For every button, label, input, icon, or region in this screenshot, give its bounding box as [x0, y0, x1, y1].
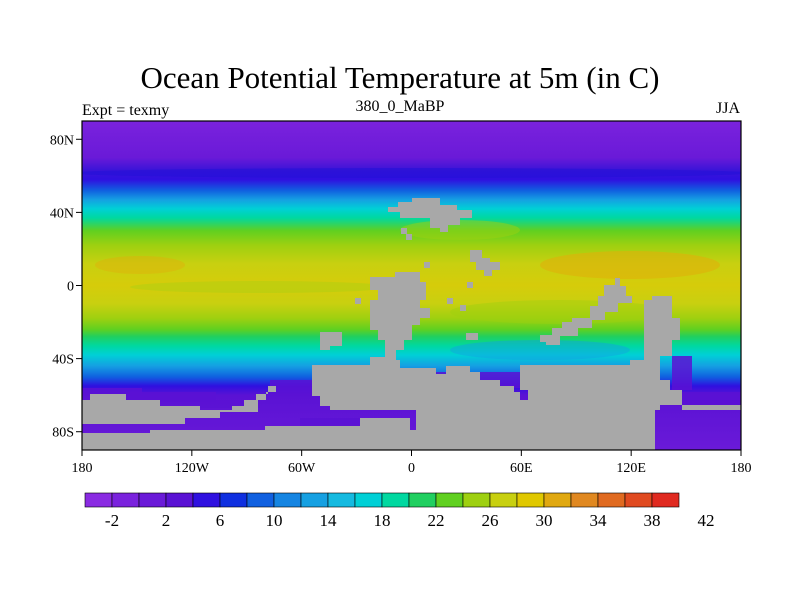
map-axes: 80N 40N 0 40S 80S 180 120W 60W 0 60E 120E 180 — [50, 133, 752, 476]
lon-tick-label: 180 — [731, 461, 752, 476]
colorbar-label-4: 14 — [320, 511, 338, 530]
dark-north-band — [82, 168, 741, 178]
colorbar-label-7: 26 — [482, 511, 499, 530]
colorbar-box-1 — [111, 492, 140, 508]
cold-fringe-6 — [300, 418, 410, 428]
cold-fringe-2 — [200, 400, 260, 408]
lon-tick-label: 60W — [288, 461, 316, 476]
lon-tick-label: 0 — [408, 461, 415, 476]
colorbar-label-9: 34 — [590, 511, 608, 530]
lon-tick-label: 120E — [616, 461, 646, 476]
colorbar-box-13 — [435, 492, 464, 508]
colorbar-label-5: 18 — [374, 511, 391, 530]
land-small-island-i — [320, 332, 342, 350]
colorbar: -2 2 6 10 14 18 22 26 30 34 38 42 — [84, 492, 715, 530]
cold-fringe-0 — [82, 388, 142, 396]
cold-fringe-3 — [270, 380, 320, 396]
land-small-island-c — [424, 262, 430, 268]
colorbar-box-4 — [192, 492, 221, 508]
blue-southern-patch — [450, 340, 630, 360]
colorbar-box-15 — [489, 492, 518, 508]
colorbar-box-8 — [300, 492, 329, 508]
land-southern-strip — [82, 386, 276, 424]
colorbar-label-1: 2 — [162, 511, 171, 530]
land-east-south-block — [682, 405, 741, 410]
colorbar-box-9 — [327, 492, 356, 508]
lon-tick-label: 60E — [510, 461, 533, 476]
map-plot-area — [82, 121, 741, 450]
colorbar-box-11 — [381, 492, 410, 508]
colorbar-label-3: 10 — [266, 511, 283, 530]
land-main-continent — [82, 272, 682, 450]
lat-tick-label: 40S — [52, 353, 74, 368]
colorbar-box-10 — [354, 492, 383, 508]
lat-tick-label: 0 — [67, 280, 74, 295]
warm-anomaly-east — [540, 251, 720, 279]
colorbar-label-0: -2 — [105, 511, 119, 530]
colorbar-box-20 — [624, 492, 653, 508]
colorbar-box-12 — [408, 492, 437, 508]
cold-fringe-1 — [126, 392, 216, 402]
land-small-island-a — [401, 228, 407, 234]
colorbar-box-6 — [246, 492, 275, 508]
colorbar-label-2: 6 — [216, 511, 225, 530]
colorbar-box-2 — [138, 492, 167, 508]
land-small-island-h — [466, 333, 478, 340]
lat-tick-label: 40N — [50, 206, 74, 221]
colorbar-box-7 — [273, 492, 302, 508]
colorbar-box-19 — [597, 492, 626, 508]
season-label: JJA — [715, 100, 740, 117]
land-small-island-d — [467, 282, 473, 288]
land-small-island-g — [355, 298, 361, 304]
colorbar-label-6: 22 — [428, 511, 445, 530]
lon-tick-label: 120W — [175, 461, 210, 476]
experiment-label: Expt = texmy — [82, 102, 170, 119]
land-small-island-e — [447, 298, 453, 304]
land-east-island — [470, 250, 500, 276]
map-title: Ocean Potential Temperature at 5m (in C) — [140, 60, 660, 95]
land-small-island-f — [460, 305, 466, 311]
colorbar-box-16 — [516, 492, 545, 508]
land-east-peninsula — [540, 278, 632, 345]
colorbar-box-5 — [219, 492, 248, 508]
colorbar-box-0 — [84, 492, 113, 508]
land-masses — [82, 198, 741, 450]
cold-fringe-8 — [672, 356, 692, 390]
colorbar-label-10: 38 — [644, 511, 661, 530]
colorbar-box-18 — [570, 492, 599, 508]
lat-tick-label: 80N — [50, 133, 74, 148]
cool-east-south-band — [450, 300, 670, 324]
colorbar-label-11: 42 — [698, 511, 715, 530]
colorbar-box-14 — [462, 492, 491, 508]
warm-anomaly-west — [95, 256, 185, 274]
lon-tick-label: 180 — [72, 461, 93, 476]
period-label: 380_0_MaBP — [355, 98, 445, 115]
colorbar-label-8: 30 — [536, 511, 553, 530]
land-small-island-b — [406, 234, 412, 240]
colorbar-box-21 — [651, 492, 680, 508]
cool-equatorial-band — [130, 281, 390, 293]
colorbar-box-17 — [543, 492, 572, 508]
lat-tick-label: 80S — [52, 426, 74, 441]
colorbar-box-3 — [165, 492, 194, 508]
land-north-continent — [388, 198, 472, 232]
